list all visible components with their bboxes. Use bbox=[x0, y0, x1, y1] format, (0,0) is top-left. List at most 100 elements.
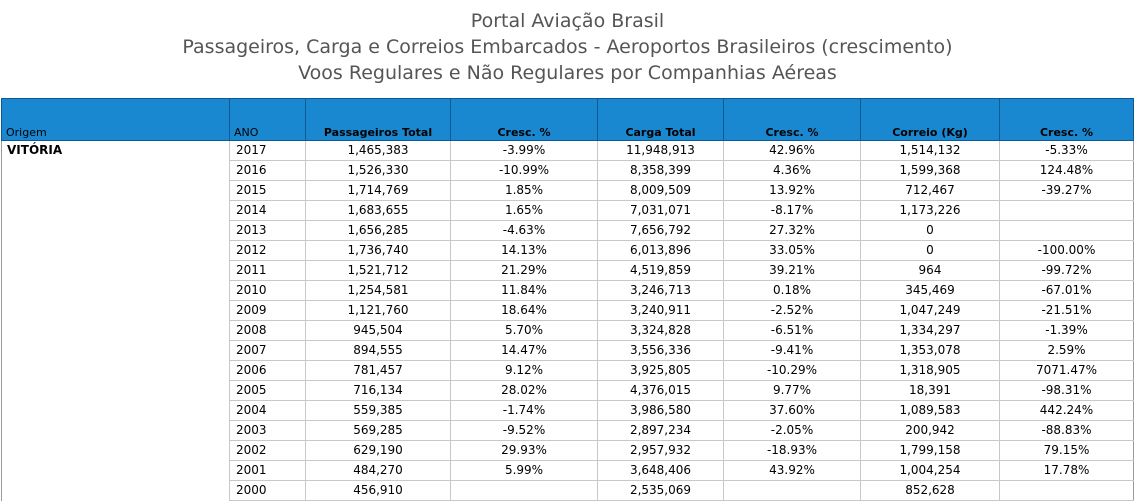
report-subtitle-flights: Voos Regulares e Não Regulares por Compa… bbox=[298, 62, 837, 84]
passengers-cell: 456,910 bbox=[305, 480, 451, 501]
cargo-growth-cell: 37.60% bbox=[723, 400, 861, 421]
mail-cell: 1,353,078 bbox=[860, 340, 1000, 361]
passengers-cell: 1,526,330 bbox=[305, 160, 451, 181]
mail-cell: 1,514,132 bbox=[860, 140, 1000, 161]
table-row: VITÓRIA 2017 1,465,383 -3.99% 11,948,913 42.9… bbox=[1, 140, 1134, 501]
mail-cell: 200,942 bbox=[860, 420, 1000, 441]
passengers-growth-cell: 5.70% bbox=[450, 320, 598, 341]
table-row: 2003 569,285 -9.52% 2,897,234 -2.05% 200,942-… bbox=[2, 420, 1134, 441]
mail-cell: 0 bbox=[860, 240, 1000, 261]
cargo-growth-cell: -2.05% bbox=[723, 420, 861, 441]
year-cell: 2014 bbox=[229, 200, 306, 221]
cargo-cell: 6,013,896 bbox=[597, 240, 724, 261]
cargo-growth-cell: 27.32% bbox=[723, 220, 861, 241]
year-cell: 2007 bbox=[229, 340, 306, 361]
cargo-growth-cell bbox=[723, 480, 861, 501]
year-cell: 2008 bbox=[229, 320, 306, 341]
column-header-origem[interactable]: Origem bbox=[1, 98, 230, 141]
year-cell: 2010 bbox=[229, 280, 306, 301]
table-row: 2011 1,521,712 21.29% 4,519,859 39.21% 964 -99… bbox=[2, 260, 1134, 281]
year-cell: 2017 bbox=[229, 140, 306, 161]
cargo-growth-cell: 13.92% bbox=[723, 180, 861, 201]
passengers-growth-cell: 14.47% bbox=[450, 340, 598, 361]
mail-growth-cell bbox=[999, 200, 1134, 221]
mail-growth-cell: -1.39% bbox=[999, 320, 1134, 341]
cargo-growth-cell: 39.21% bbox=[723, 260, 861, 281]
passengers-growth-cell: 28.02% bbox=[450, 380, 598, 401]
year-cell: 2005 bbox=[229, 380, 306, 401]
mail-growth-cell: 7071.47% bbox=[999, 360, 1134, 381]
cargo-growth-cell: -8.17% bbox=[723, 200, 861, 221]
mail-growth-cell: 79.15% bbox=[999, 440, 1134, 461]
mail-cell: 1,173,226 bbox=[860, 200, 1000, 221]
column-header-cresc-carga[interactable]: Cresc. % bbox=[723, 98, 861, 141]
passengers-growth-cell: 1.85% bbox=[450, 180, 598, 201]
column-header-ano[interactable]: ANO bbox=[229, 98, 306, 141]
year-cell: 2012 bbox=[229, 240, 306, 261]
cargo-growth-cell: 42.96% bbox=[723, 140, 861, 161]
passengers-cell: 1,736,740 bbox=[305, 240, 451, 261]
cargo-cell: 3,925,805 bbox=[597, 360, 724, 381]
table-row: 2013 1,656,285 -4.63% 7,656,792 27.32% 0 bbox=[2, 220, 1134, 241]
cargo-cell: 2,957,932 bbox=[597, 440, 724, 461]
column-header-cresc-correio[interactable]: Cresc. % bbox=[999, 98, 1134, 141]
passengers-growth-cell: 29.93% bbox=[450, 440, 598, 461]
passengers-cell: 569,285 bbox=[305, 420, 451, 441]
mail-growth-cell: 124.48% bbox=[999, 160, 1134, 181]
column-header-cresc-passageiros[interactable]: Cresc. % bbox=[450, 98, 598, 141]
passengers-cell: 559,385 bbox=[305, 400, 451, 421]
passengers-cell: 1,254,581 bbox=[305, 280, 451, 301]
portal-title: Portal Aviação Brasil bbox=[470, 10, 665, 32]
mail-growth-cell: 17.78% bbox=[999, 460, 1134, 481]
mail-cell: 1,089,583 bbox=[860, 400, 1000, 421]
cargo-growth-cell: 43.92% bbox=[723, 460, 861, 481]
column-header-correio[interactable]: Correio (Kg) bbox=[860, 98, 1000, 141]
table-row: 2002 629,190 29.93% 2,957,932 -18.93% 1,799,1… bbox=[2, 440, 1134, 461]
cargo-cell: 7,656,792 bbox=[597, 220, 724, 241]
mail-growth-cell: -88.83% bbox=[999, 420, 1134, 441]
origin-cell: VITÓRIA bbox=[1, 140, 230, 501]
cargo-cell: 7,031,071 bbox=[597, 200, 724, 221]
passengers-cell: 1,714,769 bbox=[305, 180, 451, 201]
year-cell: 2004 bbox=[229, 400, 306, 421]
mail-growth-cell bbox=[999, 480, 1134, 501]
cargo-growth-cell: -6.51% bbox=[723, 320, 861, 341]
passengers-growth-cell: 11.84% bbox=[450, 280, 598, 301]
passengers-cell: 781,457 bbox=[305, 360, 451, 381]
year-cell: 2001 bbox=[229, 460, 306, 481]
column-header-carga[interactable]: Carga Total bbox=[597, 98, 724, 141]
mail-growth-cell: 2.59% bbox=[999, 340, 1134, 361]
table-row: 2016 1,526,330 -10.99% 8,358,399 4.36% 1,599,… bbox=[2, 160, 1134, 181]
passengers-growth-cell: -10.99% bbox=[450, 160, 598, 181]
cargo-cell: 3,986,580 bbox=[597, 400, 724, 421]
passengers-growth-cell: 21.29% bbox=[450, 260, 598, 281]
year-cell: 2006 bbox=[229, 360, 306, 381]
mail-growth-cell: -67.01% bbox=[999, 280, 1134, 301]
passengers-growth-cell: 18.64% bbox=[450, 300, 598, 321]
cargo-growth-cell: 0.18% bbox=[723, 280, 861, 301]
passengers-growth-cell: 5.99% bbox=[450, 460, 598, 481]
passengers-growth-cell: -3.99% bbox=[450, 140, 598, 161]
cargo-cell: 2,897,234 bbox=[597, 420, 724, 441]
table-row: 2001 484,270 5.99% 3,648,406 43.92% 1,004,254… bbox=[2, 460, 1134, 481]
year-cell: 2009 bbox=[229, 300, 306, 321]
table-row: 2008 945,504 5.70% 3,324,828 -6.51% 1,334,297… bbox=[2, 320, 1134, 341]
mail-cell: 964 bbox=[860, 260, 1000, 281]
mail-cell: 1,599,368 bbox=[860, 160, 1000, 181]
mail-cell: 1,047,249 bbox=[860, 300, 1000, 321]
mail-growth-cell: -39.27% bbox=[999, 180, 1134, 201]
table-row: 2015 1,714,769 1.85% 8,009,509 13.92% 712,467… bbox=[2, 180, 1134, 201]
cargo-cell: 8,358,399 bbox=[597, 160, 724, 181]
passengers-cell: 894,555 bbox=[305, 340, 451, 361]
cargo-cell: 3,324,828 bbox=[597, 320, 724, 341]
cargo-growth-cell: 9.77% bbox=[723, 380, 861, 401]
cargo-growth-cell: -9.41% bbox=[723, 340, 861, 361]
table-row: 2007 894,555 14.47% 3,556,336 -9.41% 1,353,07… bbox=[2, 340, 1134, 361]
column-header-passageiros[interactable]: Passageiros Total bbox=[305, 98, 451, 141]
passengers-cell: 1,521,712 bbox=[305, 260, 451, 281]
mail-cell: 0 bbox=[860, 220, 1000, 241]
mail-cell: 1,318,905 bbox=[860, 360, 1000, 381]
mail-cell: 1,799,158 bbox=[860, 440, 1000, 461]
table-header-row: Origem ANO Passageiros Total Cresc. % Ca… bbox=[1, 98, 1134, 141]
cargo-cell: 8,009,509 bbox=[597, 180, 724, 201]
